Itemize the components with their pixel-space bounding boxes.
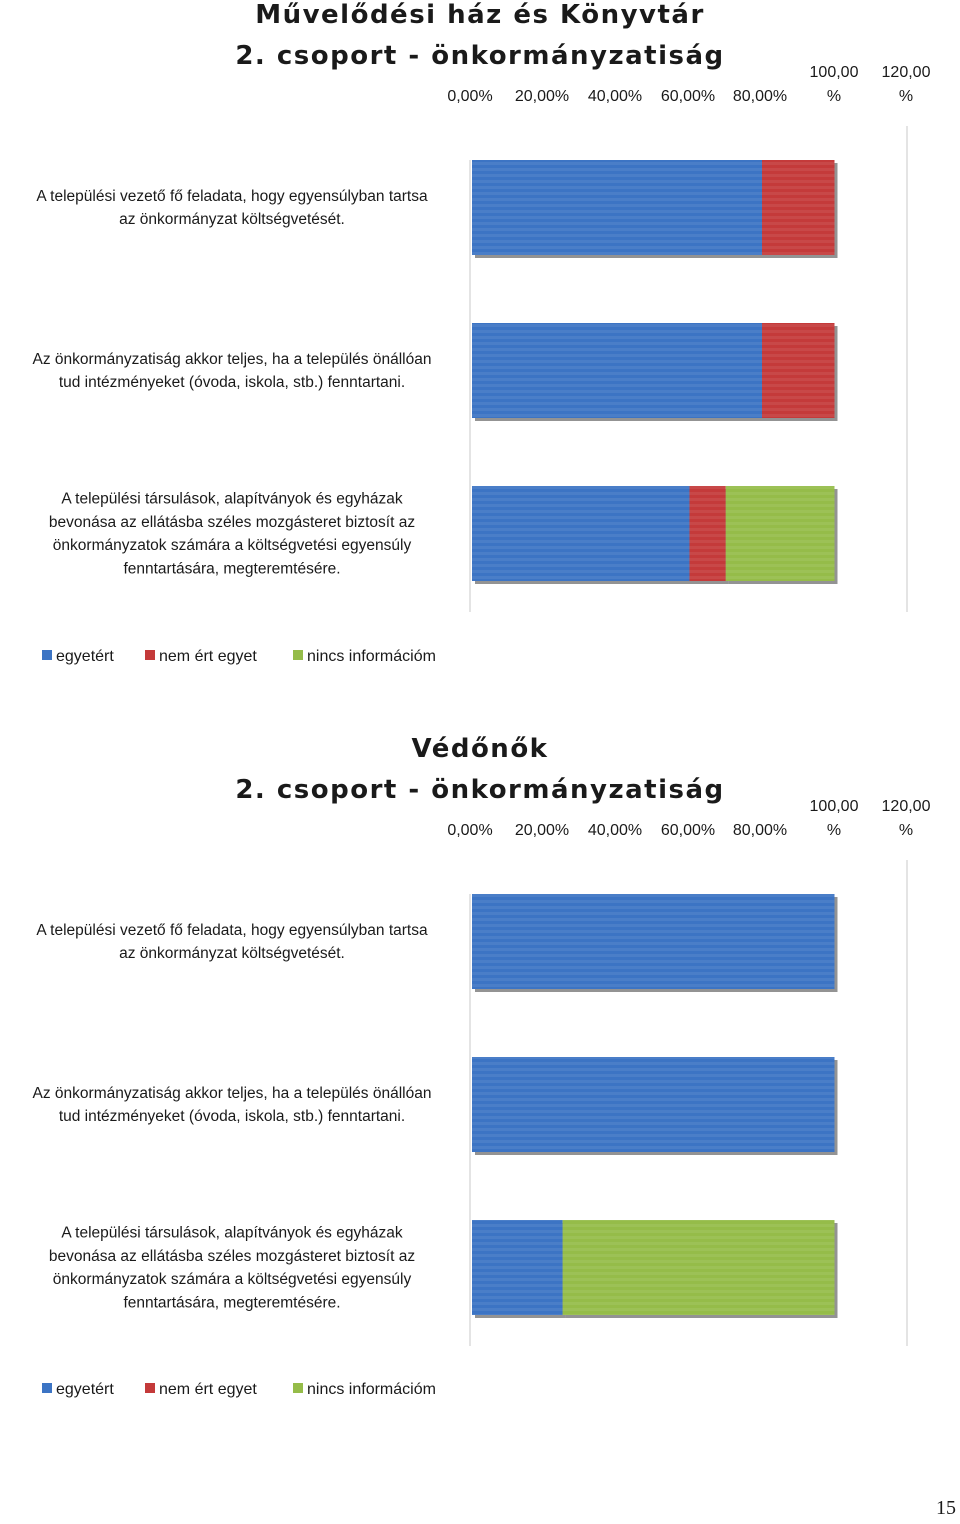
x-tick-label: % [899, 822, 913, 839]
x-tick-label: 100,00 [810, 798, 859, 815]
x-tick-label: 40,00% [588, 88, 642, 105]
x-tick-label: % [827, 88, 841, 105]
legend-label: nincs információm [307, 1381, 436, 1398]
x-tick-label: 60,00% [661, 822, 715, 839]
legend-label: egyetért [56, 1381, 114, 1398]
x-tick-label: % [827, 822, 841, 839]
category-label: A települési vezető fő feladata, hogy eg… [36, 922, 428, 939]
chart-title: Védőnők [412, 734, 549, 764]
x-tick-label: 100,00 [810, 64, 859, 81]
legend-label: nem ért egyet [159, 648, 257, 665]
legend-swatch-nincs_informaciom [293, 650, 303, 660]
bar-texture [562, 1220, 835, 1315]
chart-0: Művelődési ház és Könyvtár 2. csoport - ö… [33, 0, 931, 665]
x-tick-label: % [899, 88, 913, 105]
category-label: tud intézményeket (óvoda, iskola, stb.) … [59, 374, 405, 391]
bar-texture [472, 894, 835, 989]
x-tick-label: 120,00 [882, 798, 931, 815]
chart-1: Védőnők 2. csoport - önkormányzatiság 0,00… [33, 734, 931, 1398]
category-label: önkormányzatok számára a költségvetési e… [53, 1271, 412, 1288]
category-label: fenntartására, megteremtésére. [123, 560, 340, 577]
category-label: Az önkormányzatiság akkor teljes, ha a t… [33, 351, 432, 368]
bar-texture [762, 160, 835, 255]
legend-swatch-nem_ert_egyet [145, 1383, 155, 1393]
category-label: A települési társulások, alapítványok és… [61, 491, 402, 508]
page-number: 15 [936, 1497, 956, 1519]
category-label: bevonása az ellátásba széles mozgásteret… [49, 514, 415, 531]
x-tick-label: 20,00% [515, 822, 569, 839]
bar-texture [472, 486, 690, 581]
legend-label: nem ért egyet [159, 1381, 257, 1398]
chart-subtitle: 2. csoport - önkormányzatiság [235, 775, 724, 805]
category-label: önkormányzatok számára a költségvetési e… [53, 537, 412, 554]
category-label: tud intézményeket (óvoda, iskola, stb.) … [59, 1108, 405, 1125]
bar-texture [689, 486, 726, 581]
legend-swatch-egyetert [42, 650, 52, 660]
x-tick-label: 40,00% [588, 822, 642, 839]
category-label: az önkormányzat költségvetését. [119, 945, 345, 962]
bar-texture [472, 1057, 835, 1152]
legend-swatch-nem_ert_egyet [145, 650, 155, 660]
legend-swatch-nincs_informaciom [293, 1383, 303, 1393]
x-tick-label: 60,00% [661, 88, 715, 105]
category-label: A települési vezető fő feladata, hogy eg… [36, 188, 428, 205]
bar-texture [725, 486, 835, 581]
legend-label: nincs információm [307, 648, 436, 665]
chart-title: Művelődési ház és Könyvtár [255, 0, 705, 30]
chart-subtitle: 2. csoport - önkormányzatiság [235, 41, 724, 71]
legend-label: egyetért [56, 648, 114, 665]
x-tick-label: 20,00% [515, 88, 569, 105]
x-tick-label: 0,00% [447, 88, 492, 105]
x-tick-label: 120,00 [882, 64, 931, 81]
bar-texture [472, 160, 762, 255]
legend-swatch-egyetert [42, 1383, 52, 1393]
category-label: az önkormányzat költségvetését. [119, 211, 345, 228]
bar-texture [762, 323, 835, 418]
bar-texture [472, 1220, 563, 1315]
category-label: A települési társulások, alapítványok és… [61, 1225, 402, 1242]
bar-texture [472, 323, 762, 418]
category-label: Az önkormányzatiság akkor teljes, ha a t… [33, 1085, 432, 1102]
category-label: bevonása az ellátásba széles mozgásteret… [49, 1248, 415, 1265]
category-label: fenntartására, megteremtésére. [123, 1294, 340, 1311]
x-tick-label: 80,00% [733, 822, 787, 839]
x-tick-label: 80,00% [733, 88, 787, 105]
x-tick-label: 0,00% [447, 822, 492, 839]
